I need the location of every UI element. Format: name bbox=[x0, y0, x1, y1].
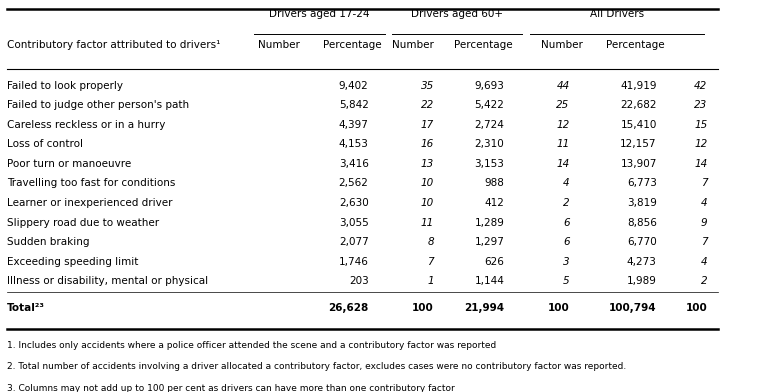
Text: 21,994: 21,994 bbox=[464, 303, 505, 313]
Text: 1,746: 1,746 bbox=[339, 257, 368, 267]
Text: Drivers aged 17-24: Drivers aged 17-24 bbox=[269, 9, 370, 20]
Text: 4: 4 bbox=[701, 257, 708, 267]
Text: Number: Number bbox=[540, 40, 582, 50]
Text: 2,724: 2,724 bbox=[474, 120, 505, 130]
Text: 3,055: 3,055 bbox=[339, 218, 368, 227]
Text: 23: 23 bbox=[694, 100, 708, 111]
Text: 988: 988 bbox=[485, 178, 505, 189]
Text: Failed to look properly: Failed to look properly bbox=[8, 81, 123, 91]
Text: 11: 11 bbox=[421, 218, 434, 227]
Text: 6,773: 6,773 bbox=[627, 178, 657, 189]
Text: 12,157: 12,157 bbox=[620, 140, 657, 149]
Text: 100: 100 bbox=[412, 303, 434, 313]
Text: 42: 42 bbox=[694, 81, 708, 91]
Text: Failed to judge other person's path: Failed to judge other person's path bbox=[8, 100, 189, 111]
Text: 3: 3 bbox=[563, 257, 570, 267]
Text: 2,630: 2,630 bbox=[339, 198, 368, 208]
Text: 412: 412 bbox=[485, 198, 505, 208]
Text: Travelling too fast for conditions: Travelling too fast for conditions bbox=[8, 178, 176, 189]
Text: 7: 7 bbox=[701, 237, 708, 247]
Text: 1. Includes only accidents where a police officer attended the scene and a contr: 1. Includes only accidents where a polic… bbox=[8, 341, 496, 350]
Text: 44: 44 bbox=[556, 81, 570, 91]
Text: 626: 626 bbox=[485, 257, 505, 267]
Text: 4: 4 bbox=[563, 178, 570, 189]
Text: 100,794: 100,794 bbox=[609, 303, 657, 313]
Text: Learner or inexperienced driver: Learner or inexperienced driver bbox=[8, 198, 173, 208]
Text: 203: 203 bbox=[349, 276, 368, 286]
Text: 8: 8 bbox=[427, 237, 434, 247]
Text: 15: 15 bbox=[694, 120, 708, 130]
Text: 15,410: 15,410 bbox=[620, 120, 657, 130]
Text: 1,989: 1,989 bbox=[627, 276, 657, 286]
Text: 2,077: 2,077 bbox=[339, 237, 368, 247]
Text: 5,422: 5,422 bbox=[474, 100, 505, 111]
Text: 3. Columns may not add up to 100 per cent as drivers can have more than one cont: 3. Columns may not add up to 100 per cen… bbox=[8, 384, 455, 392]
Text: 4,153: 4,153 bbox=[339, 140, 368, 149]
Text: Drivers aged 60+: Drivers aged 60+ bbox=[411, 9, 503, 20]
Text: 1,297: 1,297 bbox=[474, 237, 505, 247]
Text: Illness or disability, mental or physical: Illness or disability, mental or physica… bbox=[8, 276, 209, 286]
Text: 5,842: 5,842 bbox=[339, 100, 368, 111]
Text: 4: 4 bbox=[701, 198, 708, 208]
Text: 11: 11 bbox=[556, 140, 570, 149]
Text: 7: 7 bbox=[701, 178, 708, 189]
Text: 2,562: 2,562 bbox=[339, 178, 368, 189]
Text: 3,416: 3,416 bbox=[339, 159, 368, 169]
Text: 1,289: 1,289 bbox=[474, 218, 505, 227]
Text: 12: 12 bbox=[694, 140, 708, 149]
Text: 8,856: 8,856 bbox=[627, 218, 657, 227]
Text: 26,628: 26,628 bbox=[328, 303, 368, 313]
Text: Percentage: Percentage bbox=[606, 40, 664, 50]
Text: 35: 35 bbox=[421, 81, 434, 91]
Text: 2,310: 2,310 bbox=[475, 140, 505, 149]
Text: 6: 6 bbox=[563, 218, 570, 227]
Text: 6: 6 bbox=[563, 237, 570, 247]
Text: Exceeding speeding limit: Exceeding speeding limit bbox=[8, 257, 139, 267]
Text: 3,819: 3,819 bbox=[627, 198, 657, 208]
Text: 2: 2 bbox=[701, 276, 708, 286]
Text: Number: Number bbox=[257, 40, 300, 50]
Text: Slippery road due to weather: Slippery road due to weather bbox=[8, 218, 159, 227]
Text: Loss of control: Loss of control bbox=[8, 140, 83, 149]
Text: 7: 7 bbox=[427, 257, 434, 267]
Text: Number: Number bbox=[392, 40, 434, 50]
Text: 5: 5 bbox=[563, 276, 570, 286]
Text: 2: 2 bbox=[563, 198, 570, 208]
Text: 100: 100 bbox=[686, 303, 708, 313]
Text: 10: 10 bbox=[421, 198, 434, 208]
Text: Total²³: Total²³ bbox=[8, 303, 45, 313]
Text: 1: 1 bbox=[427, 276, 434, 286]
Text: Percentage: Percentage bbox=[323, 40, 381, 50]
Text: 4,397: 4,397 bbox=[339, 120, 368, 130]
Text: 14: 14 bbox=[694, 159, 708, 169]
Text: 9: 9 bbox=[701, 218, 708, 227]
Text: 6,770: 6,770 bbox=[627, 237, 657, 247]
Text: 9,402: 9,402 bbox=[339, 81, 368, 91]
Text: Percentage: Percentage bbox=[454, 40, 512, 50]
Text: 3,153: 3,153 bbox=[474, 159, 505, 169]
Text: All Drivers: All Drivers bbox=[590, 9, 644, 20]
Text: 41,919: 41,919 bbox=[620, 81, 657, 91]
Text: 17: 17 bbox=[421, 120, 434, 130]
Text: 22: 22 bbox=[421, 100, 434, 111]
Text: 10: 10 bbox=[421, 178, 434, 189]
Text: 25: 25 bbox=[556, 100, 570, 111]
Text: Careless reckless or in a hurry: Careless reckless or in a hurry bbox=[8, 120, 166, 130]
Text: 100: 100 bbox=[548, 303, 570, 313]
Text: 13,907: 13,907 bbox=[620, 159, 657, 169]
Text: 9,693: 9,693 bbox=[474, 81, 505, 91]
Text: 13: 13 bbox=[421, 159, 434, 169]
Text: 22,682: 22,682 bbox=[620, 100, 657, 111]
Text: 12: 12 bbox=[556, 120, 570, 130]
Text: 14: 14 bbox=[556, 159, 570, 169]
Text: 1,144: 1,144 bbox=[474, 276, 505, 286]
Text: Poor turn or manoeuvre: Poor turn or manoeuvre bbox=[8, 159, 132, 169]
Text: 4,273: 4,273 bbox=[627, 257, 657, 267]
Text: 2. Total number of accidents involving a driver allocated a contributory factor,: 2. Total number of accidents involving a… bbox=[8, 363, 626, 372]
Text: Sudden braking: Sudden braking bbox=[8, 237, 90, 247]
Text: 16: 16 bbox=[421, 140, 434, 149]
Text: Contributory factor attributed to drivers¹: Contributory factor attributed to driver… bbox=[8, 40, 221, 50]
